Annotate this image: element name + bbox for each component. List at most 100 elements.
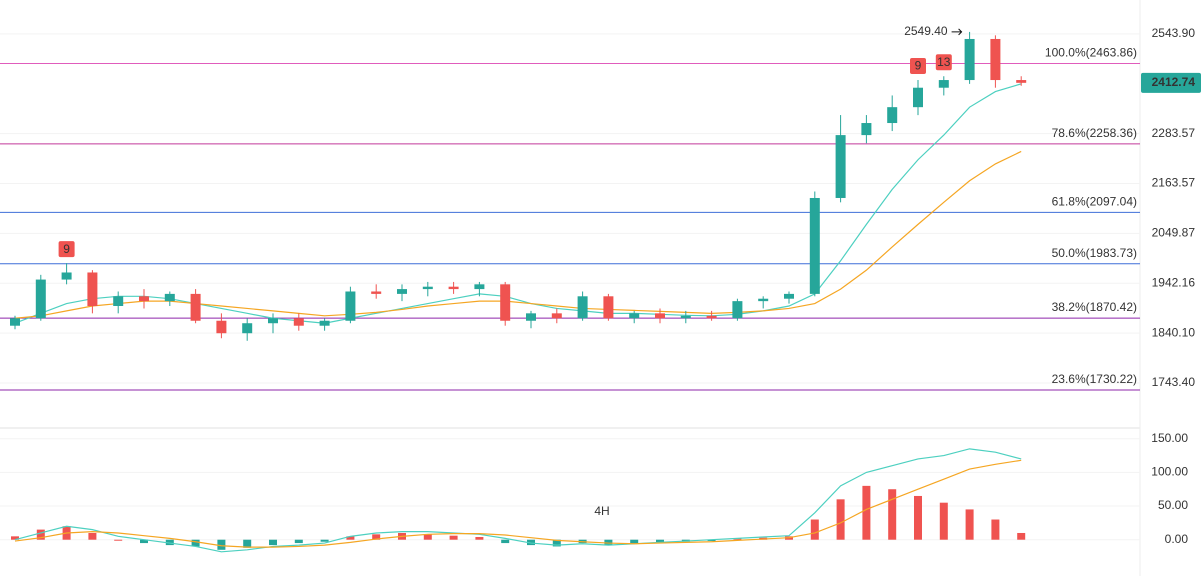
histogram-bar bbox=[810, 519, 819, 540]
macd-line bbox=[14, 459, 1022, 548]
fib-label: 100.0%(2463.86) bbox=[1045, 46, 1137, 60]
candle-body bbox=[603, 296, 614, 319]
fib-label: 61.8%(2097.04) bbox=[1052, 195, 1137, 209]
candle-body bbox=[268, 318, 278, 324]
candle-body bbox=[35, 279, 46, 319]
candle-body bbox=[526, 313, 536, 321]
macd-line bbox=[14, 448, 1022, 553]
candle-body bbox=[113, 296, 124, 306]
candle-body bbox=[758, 298, 769, 302]
histogram-bar bbox=[836, 499, 845, 540]
y-tick-label: 2543.90 bbox=[1152, 26, 1196, 40]
histogram-bar bbox=[449, 535, 458, 540]
histogram-bar bbox=[140, 539, 148, 544]
candle-body bbox=[938, 80, 949, 88]
candle-body bbox=[732, 301, 743, 319]
candle-body bbox=[706, 315, 717, 319]
candle-body bbox=[500, 284, 511, 321]
histogram-bar bbox=[656, 539, 664, 543]
marker-badge bbox=[910, 58, 926, 75]
histogram-bar bbox=[88, 532, 97, 540]
y-tick-label: 1840.10 bbox=[1152, 325, 1196, 339]
candle-body bbox=[629, 313, 640, 319]
histogram-bar bbox=[36, 529, 45, 540]
candle-body bbox=[448, 286, 459, 290]
candle-body bbox=[422, 286, 433, 290]
histogram-bar bbox=[11, 536, 19, 540]
candle-body bbox=[242, 323, 253, 334]
histogram-bar bbox=[320, 539, 329, 542]
y-tick-label: 50.00 bbox=[1158, 498, 1188, 512]
histogram-bar bbox=[552, 539, 561, 547]
y-tick-label: 1942.16 bbox=[1152, 275, 1196, 289]
marker-label: 9 bbox=[63, 242, 70, 256]
current-price-label: 2412.74 bbox=[1152, 75, 1196, 89]
marker-badge bbox=[935, 54, 952, 71]
histogram-bar bbox=[114, 539, 123, 541]
candle-body bbox=[680, 315, 691, 319]
y-tick-label: 2163.57 bbox=[1152, 176, 1196, 190]
histogram-bar bbox=[862, 485, 871, 540]
candle-body bbox=[397, 289, 407, 294]
fib-label: 78.6%(2258.36) bbox=[1052, 126, 1137, 140]
histogram-bar bbox=[991, 519, 1000, 540]
candle-body bbox=[835, 135, 846, 198]
fib-label: 38.2%(1870.42) bbox=[1052, 300, 1137, 314]
y-tick-label: 1743.40 bbox=[1152, 375, 1196, 389]
fib-label: 50.0%(1983.73) bbox=[1052, 246, 1137, 260]
y-tick-label: 100.00 bbox=[1151, 465, 1188, 479]
histogram-bar bbox=[191, 539, 200, 547]
histogram-bar bbox=[527, 539, 535, 546]
histogram-bar bbox=[294, 539, 303, 544]
candle-body bbox=[61, 272, 72, 280]
watermark: 4H bbox=[594, 504, 609, 518]
candle-body bbox=[139, 296, 149, 302]
candle-body bbox=[319, 320, 330, 326]
candle-body bbox=[551, 313, 562, 319]
y-tick-label: 2283.57 bbox=[1152, 126, 1196, 140]
candle-body bbox=[577, 296, 588, 319]
histogram-bar bbox=[630, 539, 639, 544]
histogram-bar bbox=[269, 539, 277, 546]
y-tick-label: 0.00 bbox=[1165, 532, 1189, 546]
candle-body bbox=[655, 313, 665, 319]
y-tick-label: 2049.87 bbox=[1152, 226, 1196, 240]
candle-body bbox=[784, 293, 794, 299]
high-label: 2549.40 bbox=[904, 24, 948, 38]
candle-body bbox=[216, 320, 227, 334]
histogram-bar bbox=[707, 539, 716, 542]
marker-label: 9 bbox=[915, 59, 922, 73]
fib-label: 23.6%(1730.22) bbox=[1052, 372, 1137, 386]
histogram-bar bbox=[965, 509, 974, 540]
candle-body bbox=[474, 284, 485, 290]
histogram-bar bbox=[888, 489, 897, 540]
histogram-bar bbox=[475, 537, 484, 540]
candle-body bbox=[861, 123, 872, 136]
histogram-bar bbox=[372, 534, 381, 540]
histogram-bar bbox=[346, 536, 355, 540]
candle-body bbox=[87, 272, 98, 306]
moving-average bbox=[14, 150, 1022, 319]
high-arrow bbox=[951, 28, 963, 36]
histogram-bar bbox=[423, 534, 432, 540]
moving-average bbox=[14, 83, 1022, 324]
candle-body bbox=[190, 293, 201, 321]
candle-body bbox=[809, 197, 820, 294]
histogram-bar bbox=[914, 495, 922, 540]
marker-badge bbox=[58, 241, 75, 258]
candle-body bbox=[371, 291, 382, 294]
histogram-bar bbox=[604, 539, 613, 546]
candle-body bbox=[10, 318, 20, 326]
histogram-bar bbox=[165, 539, 174, 546]
histogram-bar bbox=[217, 539, 226, 550]
candle-body bbox=[1016, 80, 1027, 83]
histogram-bar bbox=[501, 539, 510, 544]
histogram-bar bbox=[243, 539, 252, 548]
candle-body bbox=[887, 107, 898, 124]
current-price-box bbox=[1141, 72, 1201, 93]
candle-body bbox=[345, 291, 356, 321]
histogram-bar bbox=[1017, 532, 1026, 540]
candle-body bbox=[164, 293, 175, 302]
